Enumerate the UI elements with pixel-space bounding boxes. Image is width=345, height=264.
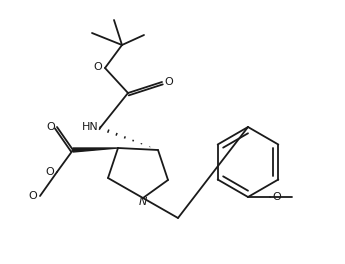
Text: HN: HN <box>82 122 98 132</box>
Polygon shape <box>73 148 118 152</box>
Text: O: O <box>93 62 102 72</box>
Text: O: O <box>165 77 174 87</box>
Text: O: O <box>29 191 37 201</box>
Text: O: O <box>46 167 55 177</box>
Text: O: O <box>273 192 282 202</box>
Text: N: N <box>139 197 147 207</box>
Text: O: O <box>47 122 56 132</box>
